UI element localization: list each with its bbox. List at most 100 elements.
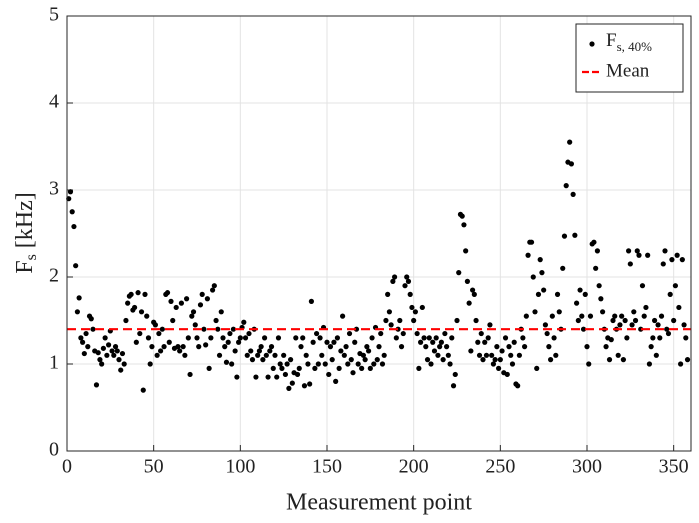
point (119, 350, 126, 357)
point (437, 344, 443, 350)
point (336, 365, 342, 371)
point (76, 295, 82, 301)
point (187, 371, 193, 378)
point (355, 361, 361, 367)
legend-label-main: F (606, 30, 617, 51)
y-tick-label: 5 (49, 4, 59, 26)
legend-label: Fs, 40% (606, 30, 652, 54)
point (111, 352, 117, 358)
point (106, 342, 112, 348)
point (123, 317, 129, 324)
point (144, 313, 150, 319)
point (632, 317, 639, 324)
point (624, 335, 630, 341)
point (80, 339, 86, 345)
point (137, 330, 143, 337)
point (392, 274, 398, 280)
point (662, 248, 668, 254)
point (275, 335, 282, 341)
point (232, 348, 238, 354)
point (683, 335, 689, 341)
point (459, 213, 465, 219)
point (334, 335, 340, 341)
point (671, 317, 677, 324)
point (189, 313, 195, 319)
point (674, 252, 680, 258)
point (67, 189, 74, 195)
point (461, 222, 467, 228)
point (340, 313, 346, 319)
point (679, 257, 685, 263)
point (227, 330, 233, 337)
point (95, 350, 101, 356)
point (400, 330, 406, 337)
point (265, 374, 271, 380)
point (343, 344, 349, 350)
point (161, 344, 167, 350)
point (438, 339, 444, 345)
point (201, 326, 207, 332)
point (563, 183, 569, 189)
point (388, 322, 394, 328)
point (185, 335, 191, 341)
point (568, 161, 575, 167)
x-tick-label: 300 (572, 456, 602, 478)
point (520, 335, 526, 341)
y-tick-label: 4 (49, 91, 59, 113)
point (216, 352, 223, 358)
point (218, 309, 224, 315)
point (508, 352, 514, 358)
point (190, 309, 197, 315)
y-tick-label: 1 (49, 352, 59, 374)
point (525, 252, 531, 258)
point (298, 344, 304, 350)
point (367, 365, 373, 371)
point (267, 348, 273, 354)
point (603, 344, 609, 350)
point (393, 335, 399, 341)
point (636, 252, 642, 258)
point (676, 304, 682, 311)
y-tick-label: 2 (49, 265, 59, 287)
y-tick-label: 3 (49, 178, 59, 200)
legend: Fs, 40% Mean (575, 23, 684, 93)
point (253, 374, 259, 380)
point (648, 344, 654, 350)
point (553, 352, 559, 358)
point (606, 357, 613, 363)
point (168, 298, 174, 304)
point (600, 309, 606, 315)
point (665, 330, 672, 337)
point (610, 317, 616, 324)
x-tick-label: 250 (485, 456, 515, 478)
point (71, 223, 77, 230)
point (509, 361, 516, 367)
point (454, 317, 460, 324)
point (362, 357, 368, 363)
point (376, 344, 382, 350)
point (598, 296, 604, 302)
point (672, 283, 679, 289)
point (360, 352, 366, 358)
point (156, 330, 162, 337)
point (73, 263, 79, 269)
point (657, 335, 663, 341)
legend-label: Mean (606, 60, 650, 81)
point (69, 209, 75, 215)
point (263, 352, 269, 358)
point (409, 304, 415, 311)
point (541, 287, 547, 293)
point (652, 317, 658, 324)
point (535, 291, 542, 297)
point (88, 316, 94, 322)
point (159, 326, 165, 332)
point (104, 352, 110, 358)
point (549, 313, 555, 319)
point (523, 313, 529, 319)
point (560, 265, 566, 271)
point (476, 352, 483, 358)
point (522, 344, 528, 350)
point (132, 304, 138, 311)
point (681, 322, 687, 328)
point (369, 335, 375, 341)
